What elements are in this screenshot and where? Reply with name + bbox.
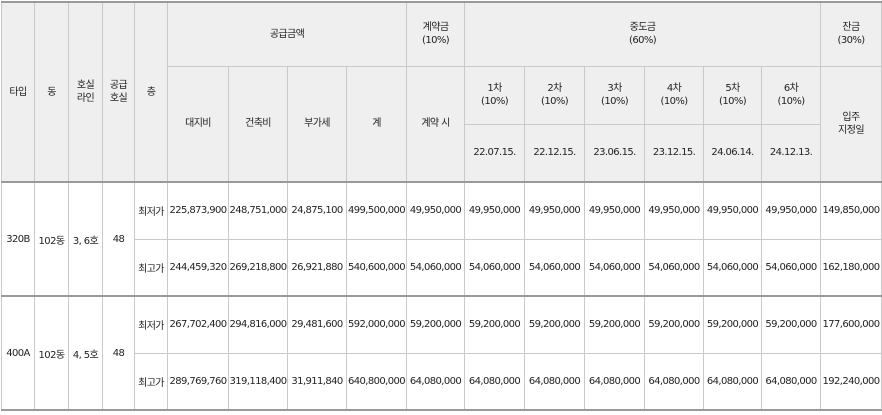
cell-land: 289,769,760 [167,352,229,411]
cell-mid-5: 54,060,000 [703,238,763,297]
header-installment-5: 5차 (10%) [703,65,763,125]
header-installment-2: 2차 (10%) [524,65,586,125]
cell-mid-1: 49,950,000 [464,181,526,240]
cell-mid-6: 64,080,000 [761,352,822,411]
cell-mid-5: 59,200,000 [703,295,763,354]
cell-contract: 64,080,000 [406,352,466,411]
cell-total: 592,000,000 [345,295,408,354]
header-middle-payment: 중도금 (60%) [464,1,822,67]
cell-building: 269,218,800 [228,238,288,297]
cell-total: 540,600,000 [345,238,408,297]
cell-floor: 최저가 [134,181,168,240]
cell-balance: 149,850,000 [820,181,882,240]
header-date-1: 22.07.15. [464,123,526,183]
header-vat: 부가세 [287,65,347,183]
cell-contract: 59,200,000 [406,295,466,354]
cell-mid-4: 64,080,000 [644,352,705,411]
cell-land: 267,702,400 [167,295,229,354]
cell-vat: 24,875,100 [287,181,347,240]
cell-mid-6: 59,200,000 [761,295,822,354]
cell-type: 320B [1,181,35,297]
table-header: 타입 동 호실 라인 공급 호실 층 공급금액 계약금 (10%) 중도금 (6… [1,1,882,183]
cell-mid-3: 59,200,000 [584,295,646,354]
cell-units: 48 [102,181,135,297]
header-balance-when: 입주 지정일 [820,65,882,183]
header-contract: 계약금 (10%) [406,1,466,67]
header-installment-4: 4차 (10%) [644,65,705,125]
cell-mid-3: 64,080,000 [584,352,646,411]
header-line: 호실 라인 [68,1,103,183]
table-row: 최고가 244,459,320 269,218,800 26,921,880 5… [2,238,882,297]
cell-mid-2: 59,200,000 [524,295,586,354]
cell-mid-1: 54,060,000 [464,238,526,297]
cell-mid-5: 49,950,000 [703,181,763,240]
cell-land: 225,873,900 [167,181,229,240]
header-date-3: 23.06.15. [584,123,646,183]
cell-mid-5: 64,080,000 [703,352,763,411]
cell-mid-1: 64,080,000 [464,352,526,411]
table-row: 400A 102동 4, 5호 48 최저가 267,702,400 294,8… [1,295,882,411]
header-dong: 동 [34,1,69,183]
cell-line: 3, 6호 [68,181,103,297]
header-date-4: 23.12.15. [644,123,705,183]
cell-mid-4: 59,200,000 [644,295,705,354]
header-date-2: 22.12.15. [524,123,586,183]
header-total: 계 [345,65,408,183]
cell-floor: 최고가 [134,238,168,297]
cell-floor: 최저가 [134,295,168,354]
cell-balance: 177,600,000 [820,295,882,354]
cell-mid-2: 54,060,000 [524,238,586,297]
header-date-5: 24.06.14. [703,123,763,183]
cell-floor: 최고가 [134,352,168,411]
header-installment-1: 1차 (10%) [464,65,526,125]
cell-mid-4: 54,060,000 [644,238,705,297]
cell-vat: 26,921,880 [287,238,347,297]
header-type: 타입 [1,1,35,183]
cell-mid-2: 64,080,000 [524,352,586,411]
cell-mid-3: 54,060,000 [584,238,646,297]
cell-contract: 54,060,000 [406,238,466,297]
header-date-6: 24.12.13. [761,123,822,183]
cell-mid-1: 59,200,000 [464,295,526,354]
cell-vat: 29,481,600 [287,295,347,354]
header-balance: 잔금 (30%) [820,1,882,67]
cell-building: 319,118,400 [228,352,288,411]
table-row: 최고가 289,769,760 319,118,400 31,911,840 6… [2,352,882,411]
cell-land: 244,459,320 [167,238,229,297]
cell-vat: 31,911,840 [287,352,347,411]
header-land: 대지비 [167,65,229,183]
cell-building: 248,751,000 [228,181,288,240]
cell-total: 499,500,000 [345,181,408,240]
cell-type: 400A [1,295,35,411]
cell-dong: 102동 [34,181,69,297]
header-installment-6: 6차 (10%) [761,65,822,125]
cell-mid-2: 49,950,000 [524,181,586,240]
cell-balance: 192,240,000 [820,352,882,411]
cell-mid-6: 49,950,000 [761,181,822,240]
cell-dong: 102동 [34,295,69,411]
cell-building: 294,816,000 [228,295,288,354]
header-installment-3: 3차 (10%) [584,65,646,125]
header-units: 공급 호실 [102,1,135,183]
cell-mid-3: 49,950,000 [584,181,646,240]
cell-line: 4, 5호 [68,295,103,411]
table-body: 320B 102동 3, 6호 48 최저가 225,873,900 248,7… [1,181,882,411]
cell-mid-4: 49,950,000 [644,181,705,240]
header-supply-price: 공급금액 [166,1,408,67]
cell-contract: 49,950,000 [406,181,466,240]
header-contract-when: 계약 시 [406,65,466,183]
header-floor: 층 [134,1,168,183]
header-building: 건축비 [228,65,288,183]
cell-total: 640,800,000 [345,352,408,411]
cell-balance: 162,180,000 [820,238,882,297]
cell-mid-6: 54,060,000 [761,238,822,297]
table-row: 320B 102동 3, 6호 48 최저가 225,873,900 248,7… [1,181,882,297]
cell-units: 48 [102,295,135,411]
